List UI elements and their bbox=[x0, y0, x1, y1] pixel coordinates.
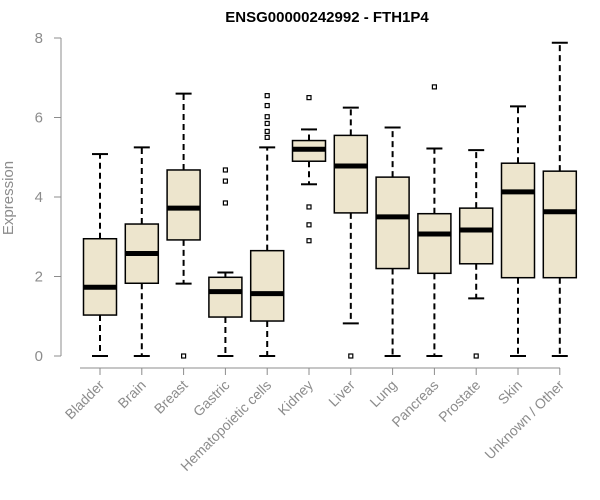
outlier-point bbox=[222, 200, 228, 206]
box-prostate bbox=[458, 149, 494, 359]
box-iqr bbox=[166, 169, 201, 241]
outlier-point bbox=[181, 353, 187, 359]
x-tick-label: Unknown / Other bbox=[481, 377, 567, 463]
x-tick-label: Lung bbox=[366, 377, 399, 410]
x-tick-label: Brain bbox=[114, 377, 148, 411]
box-iqr bbox=[500, 162, 536, 279]
box-skin bbox=[500, 105, 536, 357]
y-tick-label: 6 bbox=[35, 110, 43, 127]
x-tick-label: Kidney bbox=[275, 377, 317, 419]
boxes-group bbox=[82, 41, 578, 359]
outlier-point bbox=[264, 93, 270, 99]
y-tick-label: 8 bbox=[35, 30, 43, 47]
box-iqr bbox=[82, 237, 118, 316]
box-liver bbox=[333, 106, 369, 359]
outlier-point bbox=[264, 134, 270, 140]
outlier-point bbox=[306, 204, 312, 210]
box-kidney bbox=[291, 95, 327, 244]
x-tick-label: Prostate bbox=[435, 377, 483, 425]
y-tick-label: 4 bbox=[35, 189, 43, 206]
box-iqr bbox=[333, 134, 369, 214]
outlier-point bbox=[348, 353, 354, 359]
box-unknown-other bbox=[542, 41, 578, 357]
box-iqr bbox=[542, 170, 578, 279]
y-ticks: 0 2 4 6 8 bbox=[35, 30, 61, 365]
outlier-point bbox=[222, 178, 228, 184]
outlier-point bbox=[306, 222, 312, 228]
outlier-point bbox=[264, 120, 270, 127]
box-iqr bbox=[417, 212, 452, 275]
box-gastric bbox=[208, 167, 243, 357]
outlier-point bbox=[473, 353, 479, 359]
box-iqr bbox=[208, 276, 243, 318]
outlier-point bbox=[264, 128, 270, 135]
box-lung bbox=[375, 126, 410, 357]
outlier-point bbox=[431, 84, 437, 90]
y-tick-label: 2 bbox=[35, 269, 43, 286]
box-breast bbox=[166, 92, 201, 359]
box-iqr bbox=[249, 249, 285, 322]
box-hematopoietic-cells bbox=[249, 93, 285, 357]
outlier-point bbox=[264, 114, 270, 120]
box-iqr bbox=[375, 176, 410, 270]
chart-title: ENSG00000242992 - FTH1P4 bbox=[225, 9, 429, 26]
box-brain bbox=[124, 146, 160, 357]
x-tick-label: Bladder bbox=[62, 377, 108, 423]
outlier-point bbox=[306, 95, 312, 101]
x-tick-label: Skin bbox=[495, 377, 526, 408]
box-pancreas bbox=[417, 84, 452, 357]
y-tick-label: 0 bbox=[35, 348, 43, 365]
box-iqr bbox=[458, 207, 494, 265]
outlier-point bbox=[306, 238, 312, 244]
x-tick-label: Liver bbox=[325, 377, 358, 410]
x-tick-label: Breast bbox=[151, 377, 191, 417]
outlier-point bbox=[264, 102, 270, 109]
outlier-point bbox=[222, 167, 228, 173]
box-bladder bbox=[82, 153, 118, 357]
y-axis-label: Expression bbox=[0, 161, 17, 235]
